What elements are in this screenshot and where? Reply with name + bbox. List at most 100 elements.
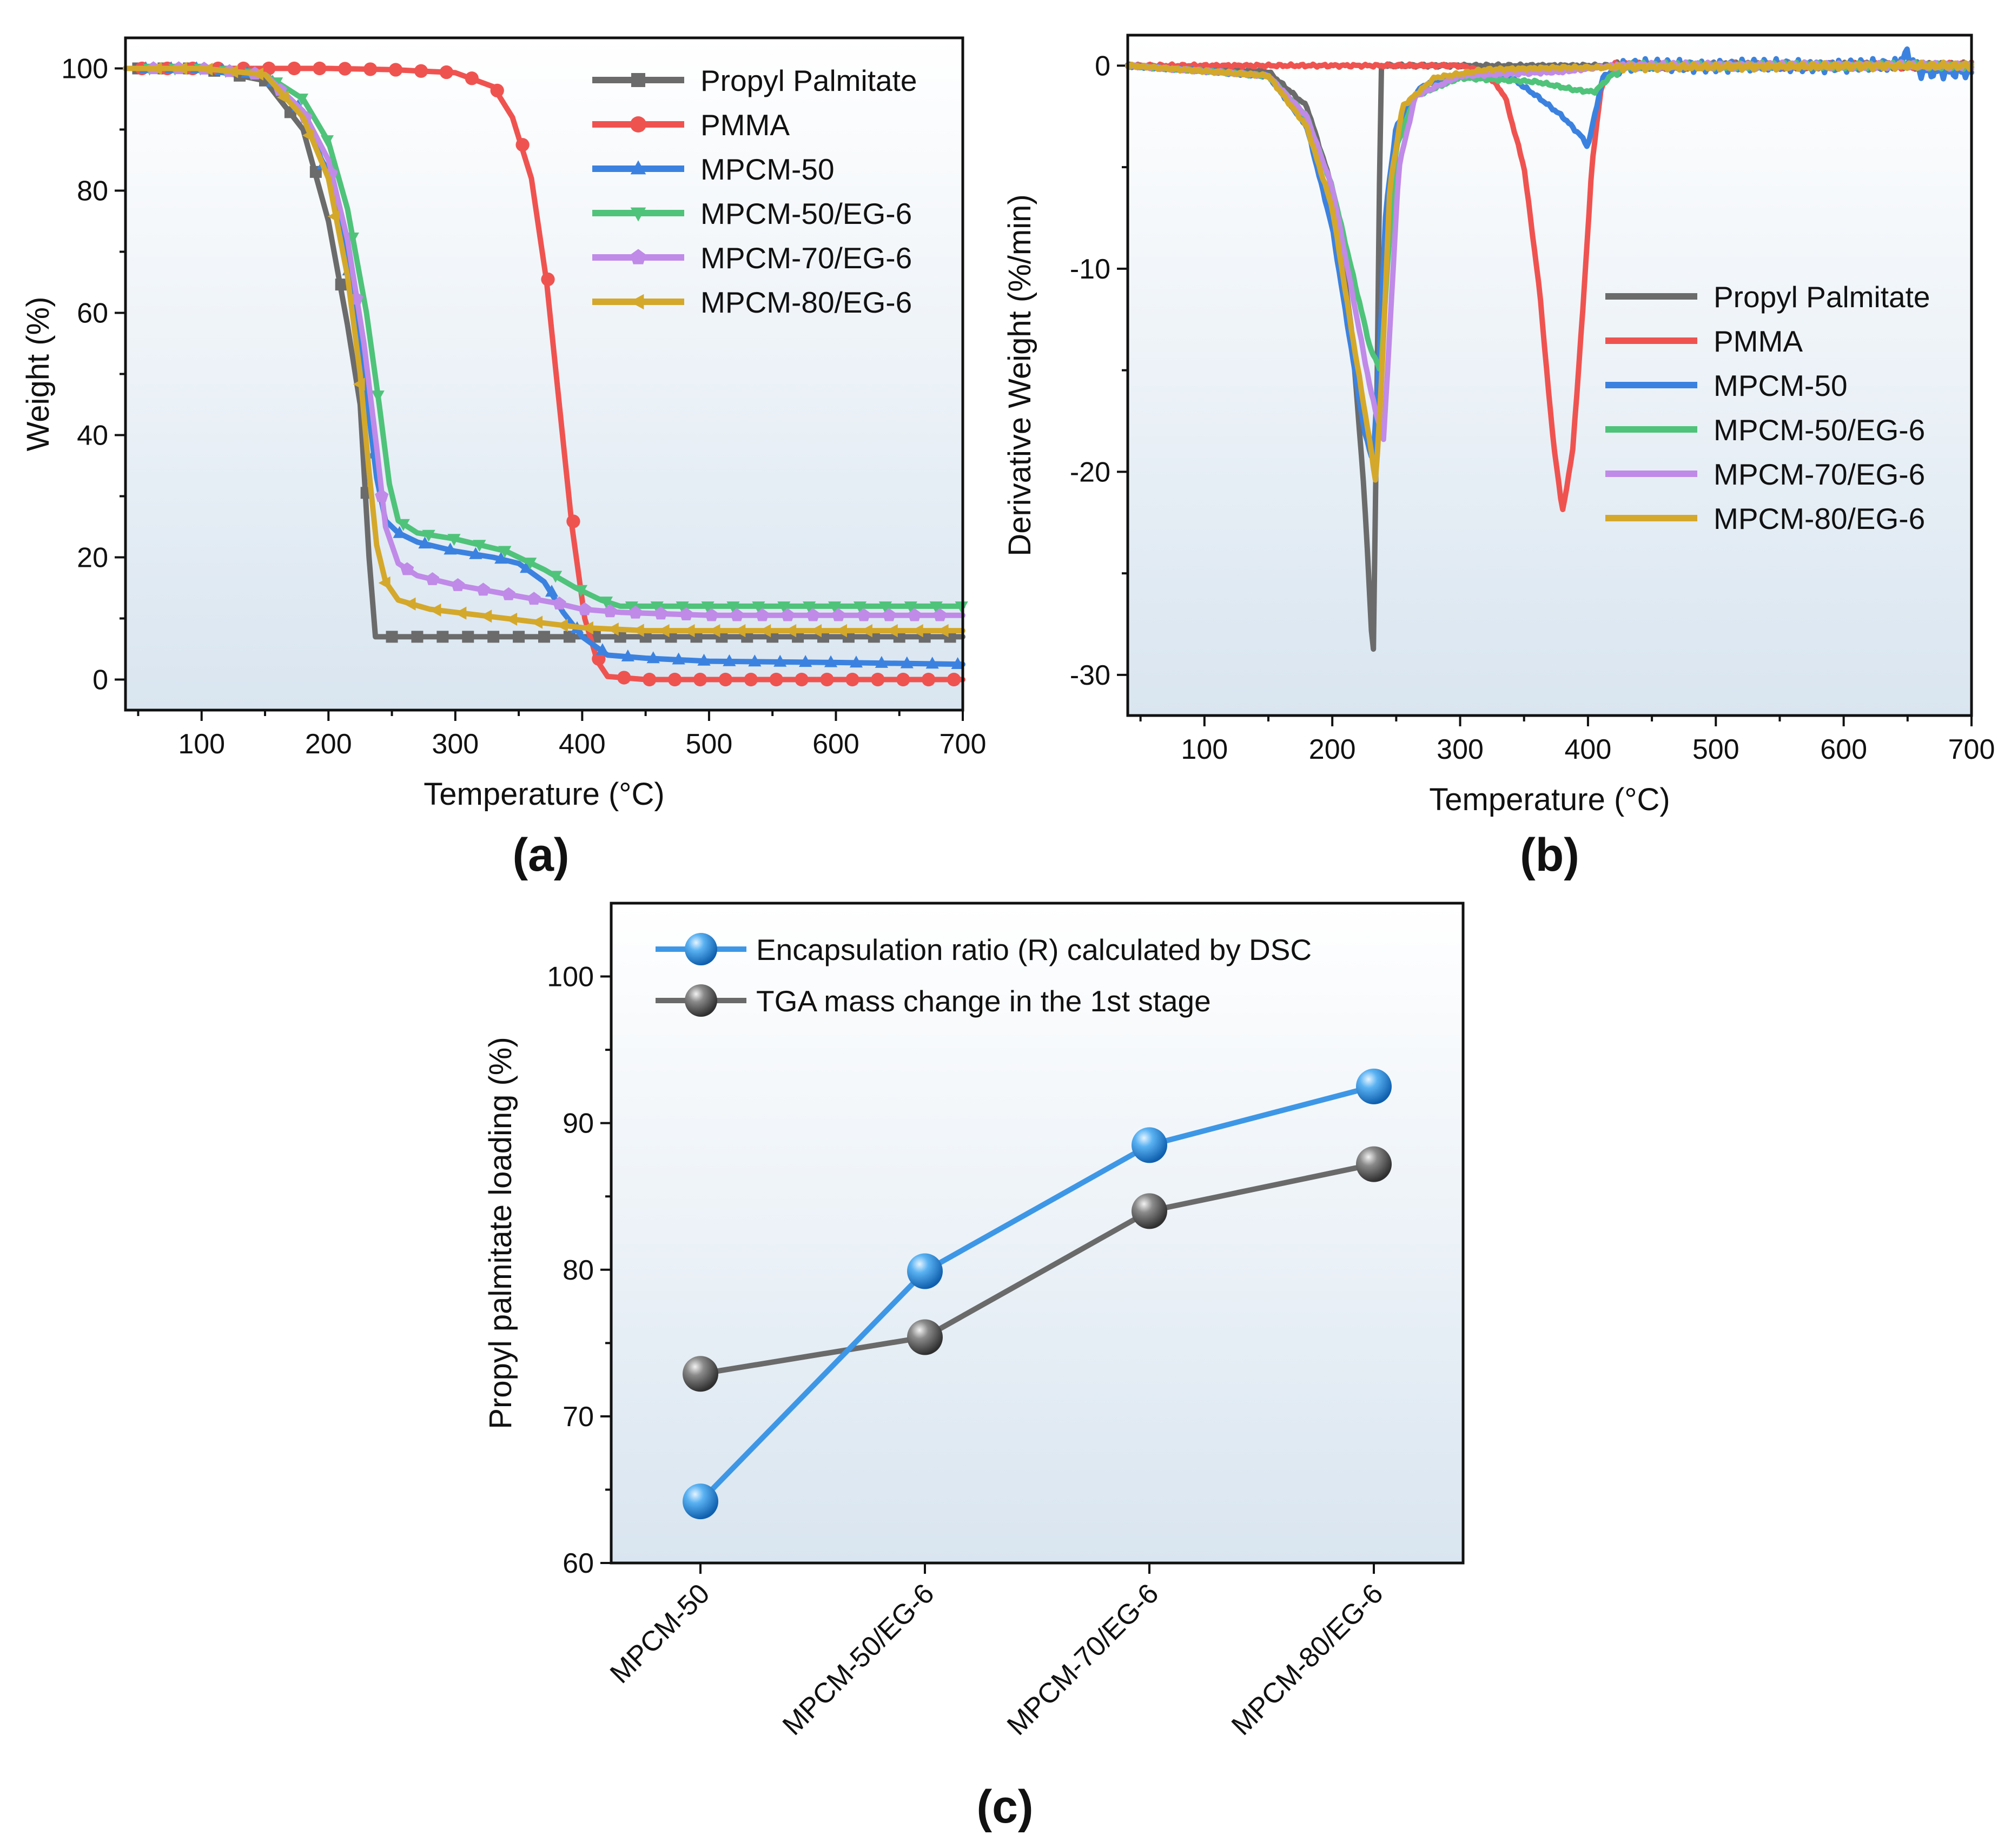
data-point <box>705 608 719 621</box>
data-point <box>388 63 403 77</box>
x-axis-title: Temperature (°C) <box>1429 782 1670 817</box>
x-tick-label: 300 <box>1437 734 1484 765</box>
data-point <box>378 576 391 589</box>
data-point <box>831 608 845 621</box>
data-point <box>487 631 500 643</box>
x-tick-label: 100 <box>178 728 225 760</box>
x-tick-label: 400 <box>559 728 606 760</box>
data-point <box>904 601 917 614</box>
data-point <box>473 540 486 552</box>
x-tick-label: MPCM-50 <box>604 1578 716 1689</box>
y-tick-label: 100 <box>547 962 594 993</box>
data-point <box>667 672 682 687</box>
data-point <box>860 624 872 638</box>
data-point <box>335 279 347 291</box>
data-point <box>947 672 961 687</box>
data-point <box>226 65 239 78</box>
data-point <box>371 390 385 403</box>
data-point <box>718 672 733 687</box>
data-point <box>515 138 530 152</box>
legend-item: Encapsulation ratio (R) calculated by DS… <box>656 933 1312 966</box>
y-axis-title: Propyl palmitate loading (%) <box>483 1037 518 1429</box>
data-point <box>276 90 289 104</box>
y-tick-label: 20 <box>77 542 108 574</box>
data-point <box>596 643 609 655</box>
legend-item: MPCM-80/EG-6 <box>592 286 912 319</box>
data-point <box>338 62 352 76</box>
data-point <box>799 655 812 667</box>
data-point <box>878 601 892 614</box>
data-point <box>871 672 885 687</box>
legend-label: MPCM-50 <box>1714 369 1848 402</box>
y-tick-label: 0 <box>92 665 108 696</box>
data-point <box>403 597 416 611</box>
data-point <box>683 624 695 638</box>
data-point <box>386 631 398 643</box>
series-tga <box>683 1146 1392 1392</box>
x-tick-label: 200 <box>1309 734 1356 765</box>
data-point <box>625 601 638 614</box>
data-point <box>654 606 668 620</box>
data-point <box>650 601 664 614</box>
data-point <box>929 601 943 614</box>
legend-marker <box>631 73 645 87</box>
data-point <box>708 624 720 638</box>
data-point <box>810 624 822 638</box>
data-point <box>439 65 454 80</box>
axes-frame <box>610 902 1465 1565</box>
data-point <box>759 624 771 638</box>
data-point <box>396 519 410 531</box>
legend-marker <box>685 933 717 965</box>
x-tick-label: 400 <box>1565 734 1612 765</box>
panel-label: (a) <box>512 829 569 881</box>
data-point <box>574 585 588 597</box>
data-point <box>454 606 467 620</box>
x-tick-label: 300 <box>432 728 479 760</box>
data-point <box>411 631 424 643</box>
y-tick-label: 40 <box>77 420 108 452</box>
legend-item: MPCM-70/EG-6 <box>1605 458 1925 491</box>
legend-item: PMMA <box>1605 324 1803 358</box>
data-point <box>1356 1068 1392 1104</box>
legend-marker <box>630 294 644 310</box>
data-point <box>621 649 634 661</box>
data-point <box>175 62 188 75</box>
data-point <box>908 608 922 621</box>
data-point <box>646 651 660 664</box>
data-point <box>617 671 631 685</box>
data-point <box>527 592 541 605</box>
axes-frame <box>1126 34 1973 717</box>
data-point <box>820 672 834 687</box>
x-tick-label: MPCM-50/EG-6 <box>777 1578 941 1741</box>
axes-frame <box>124 36 964 712</box>
series-mpcm-70-eg-6 <box>123 61 965 621</box>
data-point <box>683 1483 718 1520</box>
legend-item: MPCM-70/EG-6 <box>592 241 912 275</box>
data-point <box>697 653 711 666</box>
data-point <box>545 585 559 597</box>
legend-item: MPCM-50/EG-6 <box>1605 413 1925 447</box>
data-point <box>422 529 435 542</box>
legend-label: MPCM-50 <box>700 153 835 186</box>
data-point <box>436 631 449 643</box>
data-point <box>657 624 670 638</box>
data-point <box>643 672 657 687</box>
data-point <box>828 601 842 614</box>
data-point <box>353 377 365 391</box>
x-tick-label: MPCM-80/EG-6 <box>1226 1578 1390 1741</box>
data-point <box>295 94 309 106</box>
data-point <box>875 655 888 668</box>
data-point <box>313 61 327 76</box>
series-line <box>123 65 965 618</box>
data-point <box>1132 1193 1167 1229</box>
series-pmma <box>123 61 965 687</box>
legend-item: MPCM-50 <box>1605 369 1848 402</box>
y-tick-label: 90 <box>563 1108 594 1140</box>
data-point <box>469 547 482 559</box>
data-point <box>632 624 644 637</box>
data-point <box>922 672 936 687</box>
data-point <box>603 604 617 618</box>
legend-item: MPCM-80/EG-6 <box>1605 502 1925 535</box>
x-axis-title: Temperature (°C) <box>424 777 664 812</box>
